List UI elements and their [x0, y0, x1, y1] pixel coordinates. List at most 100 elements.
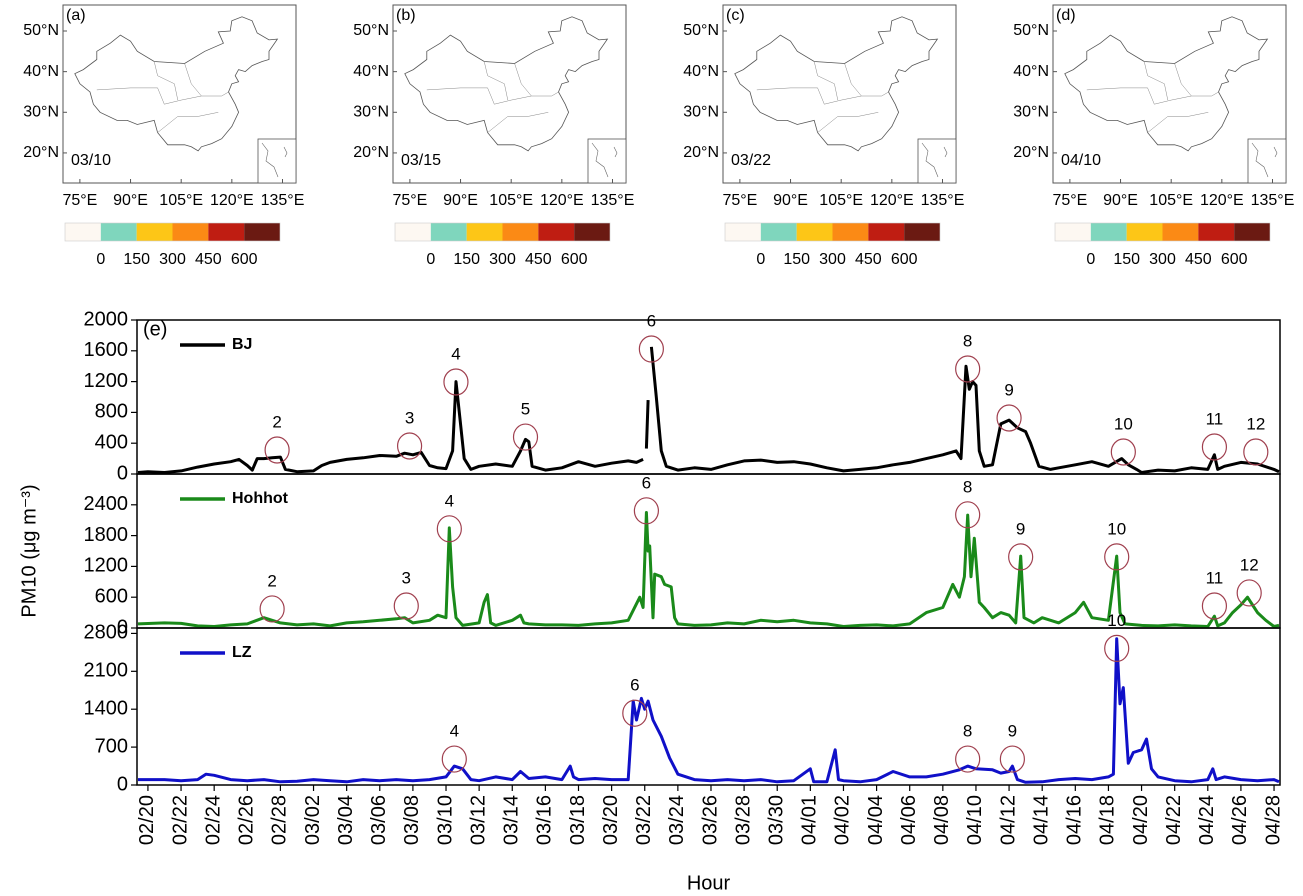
event-circle — [264, 436, 290, 464]
map-date: 03/10 — [71, 152, 111, 169]
series-line — [138, 637, 1280, 784]
legend-label: LZ — [232, 644, 252, 661]
event-circle — [638, 335, 664, 363]
x-tick-label: 75°E — [1052, 192, 1087, 209]
x-tick-label: 04/14 — [1030, 795, 1052, 845]
colorbar-tick-label: 450 — [525, 251, 552, 268]
colorbar-segment — [760, 223, 797, 241]
event-circle — [441, 745, 467, 773]
x-tick-label: 03/22 — [633, 795, 655, 845]
y-tick-label: 1800 — [84, 524, 129, 546]
legend-label: Hohhot — [232, 490, 289, 507]
panel-label: (a) — [66, 7, 86, 24]
y-tick-label: 2800 — [84, 622, 129, 644]
province-border — [844, 63, 889, 97]
x-tick-label: 105°E — [489, 192, 533, 209]
event-circle — [1104, 634, 1130, 663]
colorbar-segment — [502, 223, 539, 241]
province-border — [157, 112, 219, 133]
colorbar-segment — [1090, 223, 1127, 241]
event-circle — [259, 595, 285, 623]
province-border — [487, 112, 549, 133]
panel-frame — [136, 473, 1281, 629]
x-tick-label: 03/06 — [368, 795, 390, 845]
event-label: 10 — [1107, 519, 1126, 538]
x-tick-label: 04/18 — [1097, 795, 1119, 845]
province-border — [487, 87, 532, 105]
y-tick-label: 40°N — [23, 63, 59, 80]
y-tick-label: 1200 — [84, 555, 129, 577]
province-border — [157, 87, 202, 105]
x-tick-label: 02/26 — [236, 795, 258, 845]
province-border — [1147, 112, 1209, 133]
province-border — [817, 87, 862, 105]
map-frame — [722, 4, 957, 184]
x-axis-title: Hour — [687, 872, 731, 894]
colorbar-tick-label: 450 — [855, 251, 882, 268]
y-tick-label: 1600 — [84, 339, 129, 361]
event-label: 10 — [1107, 611, 1126, 630]
y-tick-label: 800 — [95, 401, 128, 423]
colorbar-tick-label: 600 — [1221, 251, 1248, 268]
y-tick-label: 40°N — [1013, 63, 1049, 80]
x-tick-label: 03/14 — [501, 795, 523, 845]
y-tick-label: 2000 — [84, 308, 129, 330]
colorbar-tick-label: 150 — [1113, 251, 1140, 268]
event-circle — [622, 699, 648, 727]
event-label: 11 — [1206, 568, 1224, 587]
x-tick-label: 135°E — [1251, 192, 1295, 209]
y-tick-label: 30°N — [353, 104, 389, 121]
colorbar-tick-label: 0 — [1086, 251, 1095, 268]
x-tick-label: 03/12 — [467, 795, 489, 845]
colorbar-tick-label: 150 — [783, 251, 810, 268]
event-circle — [955, 355, 981, 383]
colorbar-tick-label: 450 — [195, 251, 222, 268]
x-tick-label: 02/20 — [136, 795, 158, 845]
panel-label: (b) — [396, 7, 416, 24]
x-tick-label: 75°E — [62, 192, 97, 209]
panel-label: (d) — [1056, 7, 1076, 24]
x-tick-label: 03/16 — [534, 795, 556, 845]
province-border — [1143, 61, 1169, 101]
y-tick-label: 20°N — [353, 144, 389, 161]
colorbar-segment — [1162, 223, 1199, 241]
y-tick-label: 400 — [95, 431, 128, 453]
colorbar-segment — [430, 223, 467, 241]
colorbar-tick-label: 600 — [561, 251, 588, 268]
event-label: 3 — [405, 408, 414, 427]
province-border — [1086, 87, 1148, 91]
colorbar-tick-label: 300 — [1149, 251, 1176, 268]
event-label: 9 — [1008, 722, 1017, 741]
map-outline — [1064, 16, 1269, 152]
inset-coast — [921, 142, 948, 178]
event-circle — [1236, 579, 1262, 607]
event-label: 4 — [451, 344, 460, 363]
event-label: 9 — [1004, 381, 1013, 400]
legend-label: BJ — [232, 336, 252, 353]
colorbar-frame — [394, 222, 611, 242]
y-tick-label: 50°N — [353, 22, 389, 39]
inset-coast — [591, 142, 618, 178]
x-tick-label: 02/24 — [202, 795, 224, 845]
province-border — [514, 63, 559, 97]
colorbar-tick-label: 0 — [756, 251, 765, 268]
y-tick-label: 50°N — [1013, 22, 1049, 39]
event-label: 10 — [1114, 414, 1133, 433]
colorbar-tick-label: 300 — [819, 251, 846, 268]
y-axis-title: PM10 (μg m⁻³) — [18, 484, 40, 617]
event-circle — [436, 515, 462, 543]
map-frame — [62, 4, 297, 184]
x-tick-label: 02/22 — [169, 795, 191, 845]
event-label: 8 — [963, 477, 972, 496]
event-circle — [1104, 543, 1130, 571]
map-outline — [74, 16, 279, 152]
colorbar-frame — [724, 222, 941, 242]
colorbar-segment — [136, 223, 173, 241]
x-tick-label: 105°E — [1149, 192, 1193, 209]
x-tick-label: 04/12 — [997, 795, 1019, 845]
y-tick-label: 600 — [95, 585, 128, 607]
province-border — [1174, 63, 1219, 97]
x-tick-label: 03/10 — [434, 795, 456, 845]
